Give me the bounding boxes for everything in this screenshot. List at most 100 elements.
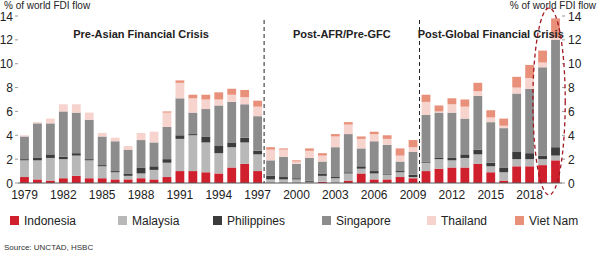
bar-segment [240, 90, 249, 97]
bar-segment [227, 95, 236, 102]
bar-segment [383, 175, 392, 180]
bar-segment [188, 134, 197, 135]
bar-segment [33, 122, 42, 123]
bar-segment [72, 113, 81, 154]
bar-segment [201, 95, 210, 100]
bar-segment [163, 159, 172, 163]
legend-label: Viet Nam [529, 214, 578, 228]
bar-segment [72, 104, 81, 105]
y2-tick-label: 2 [568, 153, 575, 167]
y-tick [15, 159, 18, 160]
bar-segment [499, 167, 508, 172]
bar-segment [227, 89, 236, 95]
bar-segment [227, 142, 236, 147]
bar-segment [33, 158, 42, 160]
bar-segment [486, 122, 495, 163]
bar-segment [20, 135, 29, 136]
bar-segment [253, 116, 262, 151]
bar-segment [124, 146, 133, 147]
bar-segment [357, 136, 366, 138]
bar-segment [435, 158, 444, 159]
bar-segment [383, 179, 392, 183]
bar-segment [357, 148, 366, 166]
bar-segment [111, 137, 120, 138]
bar-segment [396, 171, 405, 172]
bar-segment [512, 152, 521, 159]
bar-segment [525, 65, 534, 78]
bar-segment [150, 170, 159, 180]
x-axis [18, 183, 562, 184]
bar-segment [318, 162, 327, 174]
bar-segment [124, 176, 133, 180]
x-tick-label: 1997 [244, 188, 271, 202]
bar-segment [422, 162, 431, 163]
legend-label: Malaysia [132, 214, 180, 228]
bar-segment [318, 153, 327, 155]
y-tick [15, 39, 18, 40]
bar-segment [551, 147, 560, 155]
bar-segment [176, 171, 185, 183]
x-tick-label: 2000 [283, 188, 310, 202]
bar-segment [409, 178, 418, 183]
bar-segment [163, 177, 172, 183]
bar-segment [201, 109, 210, 136]
bar-segment [163, 111, 172, 112]
bar-segment [435, 111, 444, 112]
bar-segment [266, 160, 275, 176]
bar-segment [396, 148, 405, 155]
bar-segment [344, 134, 353, 172]
legend-swatch [322, 216, 331, 225]
bar-segment [98, 132, 107, 133]
bar-segment [409, 140, 418, 147]
bar-segment [201, 172, 210, 183]
bar-segment [331, 177, 340, 178]
bar-segment [33, 179, 42, 183]
section-label: Post-AFR/Pre-GFC [293, 28, 391, 40]
bar-segment [538, 63, 547, 68]
bar-segment [163, 127, 172, 159]
bar-segment [538, 51, 547, 63]
bar-segment [409, 152, 418, 175]
bar-segment [72, 176, 81, 183]
bar-segment [240, 142, 249, 163]
bar-segment [512, 159, 521, 166]
bar-segment [292, 164, 301, 178]
bar-segment [460, 154, 469, 158]
bar-segment [214, 173, 223, 183]
y-tick [15, 63, 18, 64]
bar-segment [448, 98, 457, 104]
bar-segment [448, 167, 457, 183]
x-tick-label: 2015 [477, 188, 504, 202]
bar-segment [253, 154, 262, 171]
bar-segment [150, 166, 159, 170]
bar-segment [331, 147, 340, 177]
bar-segment [214, 146, 223, 153]
y2-axis-title: % of world FDI flow [510, 0, 597, 11]
bar-segment [137, 173, 146, 178]
bar-segment [370, 171, 379, 173]
bar-segment [214, 105, 223, 146]
bar-segment [318, 176, 327, 182]
bar-segment [512, 88, 521, 94]
bar-segment [85, 159, 94, 160]
bar-segment [486, 117, 495, 122]
bar-segment [85, 112, 94, 113]
bar-segment [486, 172, 495, 183]
bar-segment [59, 111, 68, 156]
bar-segment [357, 139, 366, 149]
y2-tick-label: 12 [568, 33, 582, 47]
bar-segment [486, 166, 495, 172]
bar-segment [525, 153, 534, 159]
bar-segment [292, 160, 301, 161]
bar-segment [331, 178, 340, 183]
bar-segment [227, 102, 236, 143]
bar-segment [435, 169, 444, 183]
bar-segment [279, 179, 288, 183]
bar-segment [46, 119, 55, 124]
y-axis-title: % of world FDI flow [4, 0, 91, 11]
bar-segment [137, 140, 146, 167]
bar-segment [72, 153, 81, 155]
bar-segment [176, 80, 185, 82]
bar-segment [512, 166, 521, 183]
bar-segment [448, 160, 457, 167]
